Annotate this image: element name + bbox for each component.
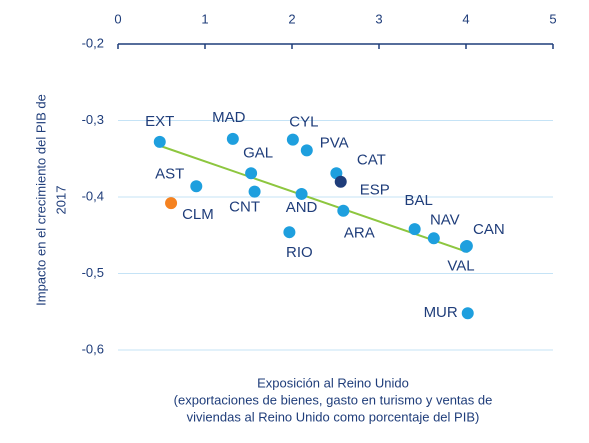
point [461,307,474,320]
point [286,133,299,146]
point-label: ARA [344,225,375,242]
point-label: CYL [289,114,318,131]
y-tick-label: -0,2 [82,35,104,50]
y-axis-label: Impacto en el crecimiento del PIB de [33,94,48,306]
point [245,167,258,180]
point [295,187,308,200]
y-tick-label: -0,6 [82,341,104,356]
x-axis-label: Exposición al Reino Unido [257,375,409,390]
point [153,135,166,148]
point-label: CNT [229,199,260,216]
point-label: ESP [360,182,390,199]
point-label: CAN [473,221,505,238]
point [408,223,421,236]
point [248,185,261,198]
point [427,232,440,245]
y-tick-label: -0,4 [82,188,104,203]
point [165,197,178,210]
point [226,132,239,145]
x-tick-label: 4 [462,11,469,26]
point-label: CAT [357,151,386,168]
point-label: VAL [447,258,474,275]
x-tick-label: 5 [549,11,556,26]
point-label: GAL [243,144,273,161]
point-label: MAD [212,109,246,126]
point [334,175,347,188]
point [283,226,296,239]
x-tick-label: 0 [114,11,121,26]
point [190,180,203,193]
point-label: RIO [286,244,313,261]
x-tick-label: 2 [288,11,295,26]
x-axis-label: (exportaciones de bienes, gasto en turis… [174,392,493,407]
point-label: PVA [320,134,349,151]
point-label: CLM [182,206,214,223]
y-tick-label: -0,3 [82,112,104,127]
x-axis-label: viviendas al Reino Unido como porcentaje… [187,409,480,424]
y-tick-label: -0,5 [82,265,104,280]
point-label: MUR [424,304,458,321]
x-tick-label: 1 [201,11,208,26]
y-axis-label: 2017 [53,186,68,215]
point [300,144,313,157]
point-label: AND [286,199,318,216]
point [460,240,472,253]
point [337,204,350,217]
point-label: BAL [404,192,432,209]
x-tick-label: 3 [375,11,382,26]
point-label: NAV [430,211,460,228]
point-label: AST [155,165,184,182]
point-label: EXT [145,113,174,130]
